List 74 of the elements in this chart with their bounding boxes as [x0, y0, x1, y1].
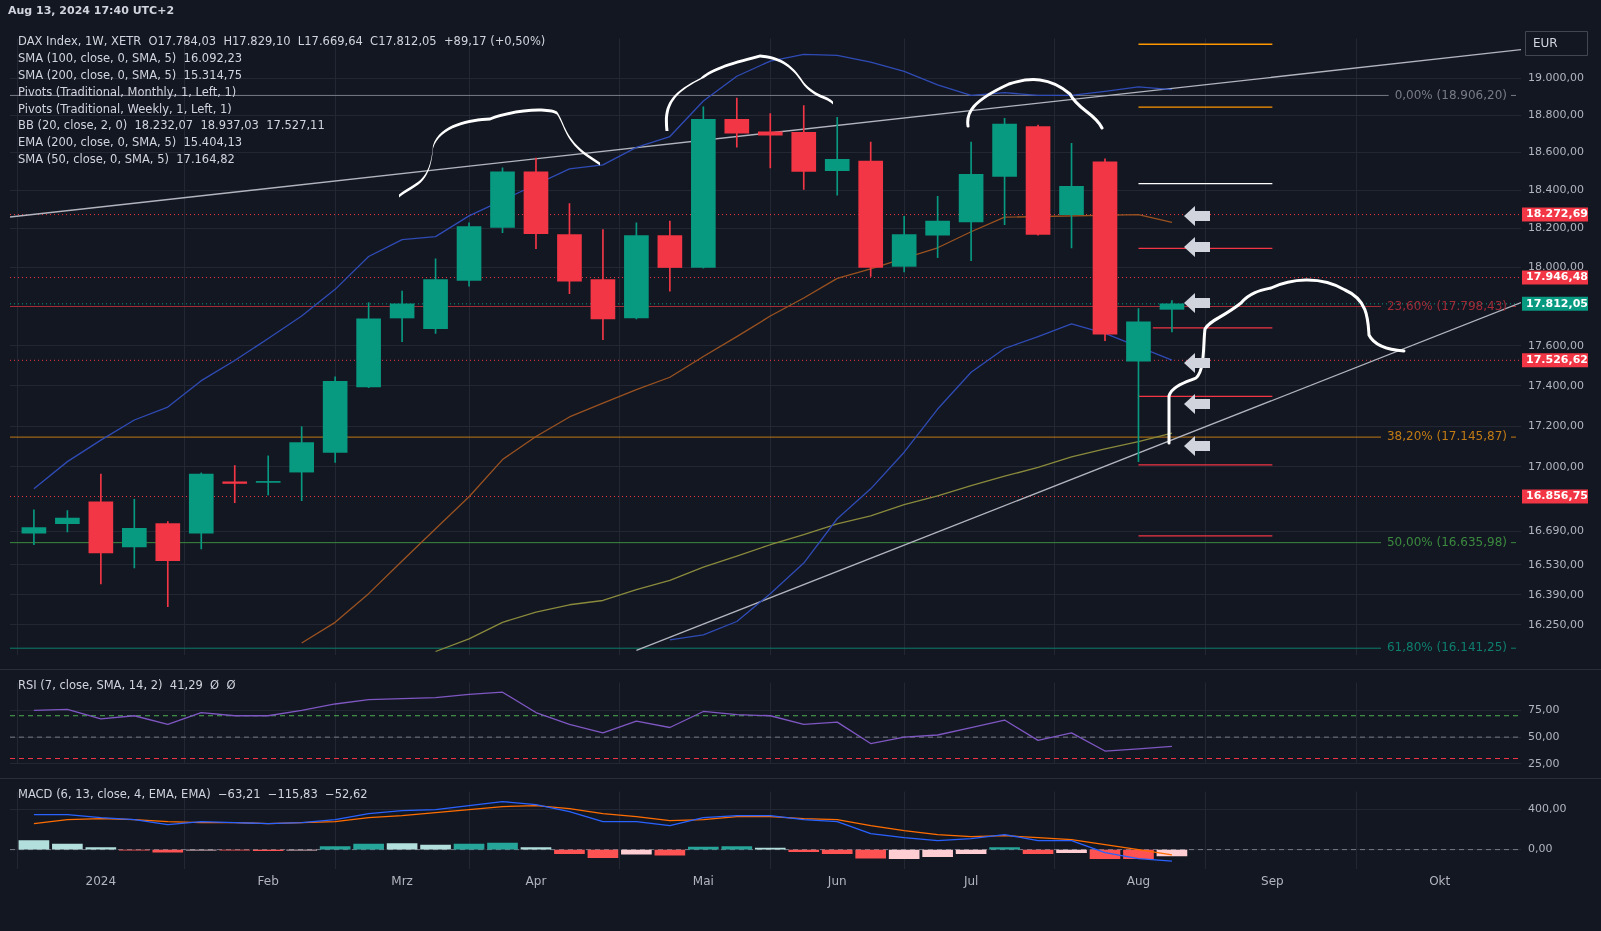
y-tick-label: 18.600,00	[1528, 145, 1584, 159]
y-tick-label: 17.600,00	[1528, 338, 1584, 352]
ref-line-label: 18.272,69	[1526, 207, 1588, 221]
ref-line-label: 38,20% (17.145,87)	[1386, 429, 1507, 444]
candlestick	[824, 117, 850, 196]
y-tick-label: 18.200,00	[1528, 221, 1584, 235]
bar	[386, 843, 418, 850]
y-tick-label: 25,00	[1528, 756, 1560, 770]
bar	[955, 849, 987, 854]
chart-title: DAX Index, 1W, XETR O17.784,03 H17.829,10 L17.669,64 C17.812,05 +89,17 (+0,50%)	[18, 33, 546, 50]
bar	[855, 849, 887, 859]
bar	[721, 846, 753, 850]
y-tick-label: 16.530,00	[1528, 557, 1584, 571]
y-tick-label: 400,00	[1528, 802, 1567, 816]
chart-title: RSI (7, close, SMA, 14, 2) 41,29 Ø Ø	[18, 677, 236, 694]
candlestick	[255, 455, 281, 496]
annotation: Pivots (Traditional, Monthly, 1, Left, 1)	[18, 83, 238, 101]
y-tick-label: 18.000,00	[1528, 260, 1584, 273]
ref-line-label: 17.946,48	[1526, 270, 1588, 284]
bar	[85, 847, 117, 850]
ref-line-label: 50,00% (16.635,98)	[1386, 534, 1507, 549]
y-tick-label: 0,00	[1528, 842, 1553, 856]
bar	[319, 846, 351, 850]
x-tick-label: Feb	[257, 873, 279, 888]
y-tick-label: 18.800,00	[1528, 107, 1584, 121]
y-tick-label: 17.200,00	[1528, 418, 1584, 432]
bar	[587, 849, 619, 858]
annotation: SMA (100, close, 0, SMA, 5) 16.092,23	[18, 49, 244, 67]
annotation: Pivots (Traditional, Weekly, 1, Left, 1)	[18, 100, 233, 118]
chart-title: MACD (6, 13, close, 4, EMA, EMA) −63,21 −115,83 −52,62	[18, 786, 368, 803]
y-tick-label: 17.000,00	[1528, 459, 1584, 473]
candlestick	[222, 465, 248, 504]
bar	[1022, 849, 1054, 854]
x-tick-label: Jul	[962, 873, 979, 888]
x-tick-label: Jun	[826, 873, 847, 888]
annotation: EMA (200, close, 0, SMA, 5) 15.404,13	[18, 134, 244, 152]
y-tick-label: 75,00	[1528, 703, 1560, 717]
ref-line-label: 61,80% (16.141,25)	[1386, 640, 1507, 655]
y-tick-label: 50,00	[1528, 729, 1560, 743]
ref-line-label: 17.526,62	[1526, 353, 1588, 367]
chart-subtitle: Aug 13, 2024 17:40 UTC+2	[8, 4, 175, 17]
bar	[888, 849, 920, 859]
ref-line-label: 17.812,05	[1526, 296, 1588, 310]
bar	[18, 840, 50, 850]
y-tick-label: 18.400,00	[1528, 183, 1584, 197]
annotation: BB (20, close, 2, 0) 18.232,07 18.937,03 17.527,11	[18, 117, 326, 135]
x-tick-label: Mai	[692, 873, 714, 888]
y-tick-label: 17.400,00	[1528, 378, 1584, 392]
ref-line-label: 0,00% (18.906,20)	[1394, 87, 1507, 102]
y-tick-label: 16.250,00	[1528, 617, 1584, 631]
bar	[1056, 849, 1087, 853]
bar	[520, 847, 552, 850]
bar	[554, 849, 585, 854]
bar	[922, 849, 953, 857]
y-axis-title: EUR	[1533, 36, 1558, 51]
x-tick-label: Sep	[1261, 873, 1284, 888]
y-tick-label: 16.390,00	[1528, 587, 1584, 601]
x-tick-label: Apr	[525, 873, 547, 888]
annotation: SMA (50, close, 0, SMA, 5) 17.164,82	[18, 151, 236, 169]
x-tick-label: 2024	[85, 873, 117, 888]
y-tick-label: 16.690,00	[1528, 524, 1584, 538]
bar	[821, 849, 853, 854]
annotation: SMA (200, close, 0, SMA, 5) 15.314,75	[18, 66, 244, 84]
candlestick	[21, 509, 47, 546]
bar	[487, 842, 518, 850]
bar	[788, 849, 820, 852]
ref-line-label: 16.856,75	[1526, 489, 1588, 503]
x-tick-label: Aug	[1126, 873, 1151, 888]
bar	[989, 847, 1020, 850]
x-tick-label: Mrz	[391, 873, 413, 888]
ref-line-label: 23,60% (17.798,43)	[1386, 298, 1507, 313]
x-tick-label: Okt	[1429, 873, 1451, 888]
candlestick	[757, 113, 783, 169]
y-tick-label: 19.000,00	[1528, 70, 1584, 84]
